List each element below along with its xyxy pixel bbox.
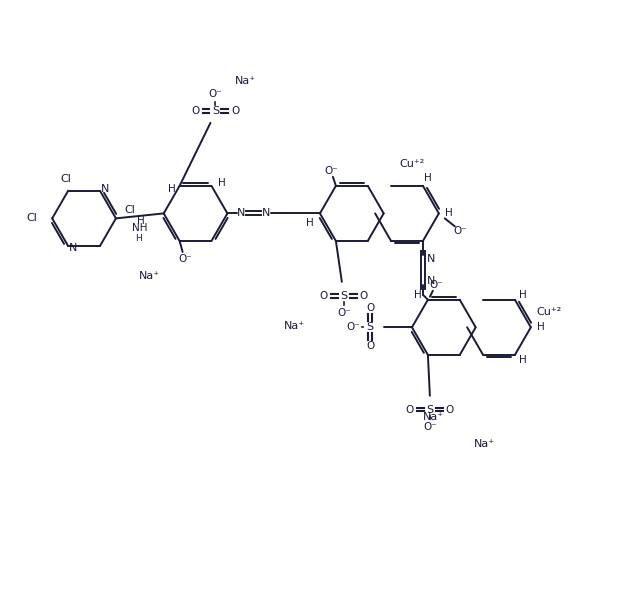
- Text: H: H: [414, 290, 422, 300]
- Text: O: O: [366, 303, 374, 314]
- Text: O⁻: O⁻: [423, 421, 437, 432]
- Text: O⁻: O⁻: [209, 89, 222, 99]
- Text: O⁻: O⁻: [346, 322, 360, 332]
- Text: O: O: [366, 341, 374, 351]
- Text: Cu⁺²: Cu⁺²: [399, 159, 424, 169]
- Text: S: S: [340, 291, 348, 301]
- Text: Cl: Cl: [61, 174, 72, 184]
- Text: Cl: Cl: [27, 213, 38, 223]
- Text: N: N: [427, 254, 435, 264]
- Text: O⁻: O⁻: [179, 254, 192, 264]
- Text: H: H: [445, 208, 452, 219]
- Text: H: H: [306, 219, 314, 228]
- Text: Cu⁺²: Cu⁺²: [536, 308, 561, 317]
- Text: S: S: [426, 405, 434, 415]
- Text: S: S: [212, 106, 219, 116]
- Text: O⁻: O⁻: [454, 226, 468, 237]
- Text: H: H: [168, 184, 176, 194]
- Text: Na⁺: Na⁺: [139, 271, 161, 281]
- Text: N: N: [101, 184, 109, 194]
- Text: O⁻: O⁻: [429, 280, 442, 290]
- Text: N: N: [427, 276, 435, 286]
- Text: H: H: [519, 355, 527, 365]
- Text: H: H: [424, 173, 432, 183]
- Text: Na⁺: Na⁺: [423, 412, 444, 422]
- Text: Na⁺: Na⁺: [235, 76, 256, 86]
- Text: Na⁺: Na⁺: [284, 321, 304, 330]
- Text: O: O: [320, 291, 328, 301]
- Text: NH: NH: [132, 223, 148, 233]
- Text: H: H: [136, 234, 142, 243]
- Text: O: O: [446, 405, 454, 415]
- Text: H: H: [137, 216, 144, 226]
- Text: H: H: [217, 178, 225, 188]
- Text: O: O: [359, 291, 368, 301]
- Text: S: S: [367, 322, 374, 332]
- Text: H: H: [519, 290, 527, 300]
- Text: O⁻: O⁻: [324, 166, 338, 176]
- Text: N: N: [69, 243, 78, 253]
- Text: H: H: [537, 322, 544, 332]
- Text: O: O: [191, 106, 199, 116]
- Text: Cl: Cl: [124, 205, 135, 216]
- Text: N: N: [237, 208, 246, 219]
- Text: O: O: [231, 106, 239, 116]
- Text: Na⁺: Na⁺: [474, 439, 495, 450]
- Text: N: N: [262, 208, 271, 219]
- Text: O: O: [406, 405, 414, 415]
- Text: O⁻: O⁻: [337, 308, 351, 318]
